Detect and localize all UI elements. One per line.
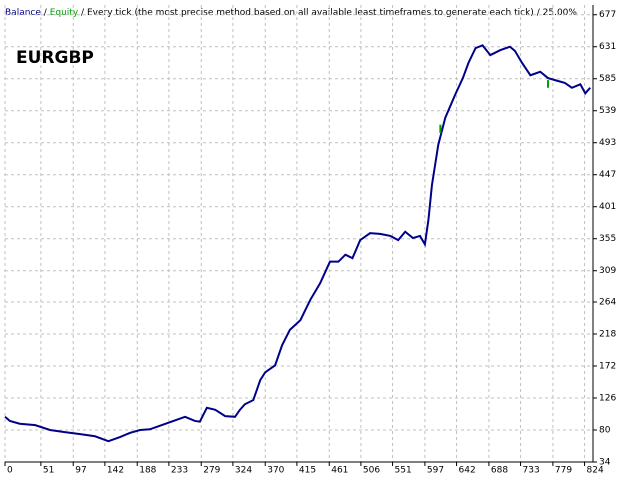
x-tick-label: 461 [331, 466, 348, 476]
y-tick-label: 309 [599, 266, 616, 276]
y-tick-label: 539 [599, 106, 616, 116]
y-tick-label: 631 [599, 42, 616, 52]
y-tick-label: 264 [599, 298, 616, 308]
x-tick-label: 597 [427, 466, 444, 476]
x-tick-label: 415 [299, 466, 316, 476]
subtitle: Every tick (the most precise method base… [87, 8, 534, 18]
series-line [4, 44, 591, 443]
annotation: 25.00% [543, 8, 578, 18]
y-tick-label: 126 [599, 394, 616, 404]
y-tick-label: 401 [599, 202, 616, 212]
chart-title: EURGBP [16, 48, 94, 68]
x-tick-label: 779 [555, 466, 572, 476]
y-tick-label: 447 [599, 170, 616, 180]
x-tick-label: 370 [267, 466, 284, 476]
x-tick-label: 233 [171, 466, 188, 476]
x-tick-label: 642 [459, 466, 476, 476]
x-tick-label: 506 [363, 466, 380, 476]
separator: / [81, 8, 85, 18]
x-tick-label: 97 [75, 466, 86, 476]
y-tick-label: 677 [599, 10, 616, 20]
y-tick-label: 218 [599, 330, 616, 340]
x-tick-label: 733 [523, 466, 540, 476]
y-tick-label: 493 [599, 138, 616, 148]
legend-equity: Equity [50, 8, 79, 18]
x-tick-label: 551 [395, 466, 412, 476]
header: Balance / Equity / Every tick (the most … [5, 8, 577, 18]
y-tick-label: 355 [599, 234, 616, 244]
x-tick-label: 142 [107, 466, 124, 476]
series-line [439, 80, 549, 133]
x-tick-label: 688 [491, 466, 508, 476]
y-tick-label: 34 [599, 458, 611, 468]
x-tick-label: 0 [7, 466, 13, 476]
y-tick-label: 172 [599, 362, 616, 372]
separator: / [537, 8, 541, 18]
separator: / [44, 8, 48, 18]
x-tick-label: 824 [587, 466, 604, 476]
x-tick-label: 279 [203, 466, 220, 476]
legend-balance: Balance [5, 8, 41, 18]
y-tick-label: 585 [599, 74, 616, 84]
y-tick-label: 80 [599, 426, 611, 436]
x-tick-label: 188 [139, 466, 156, 476]
x-tick-label: 51 [43, 466, 54, 476]
x-tick-label: 324 [235, 466, 252, 476]
